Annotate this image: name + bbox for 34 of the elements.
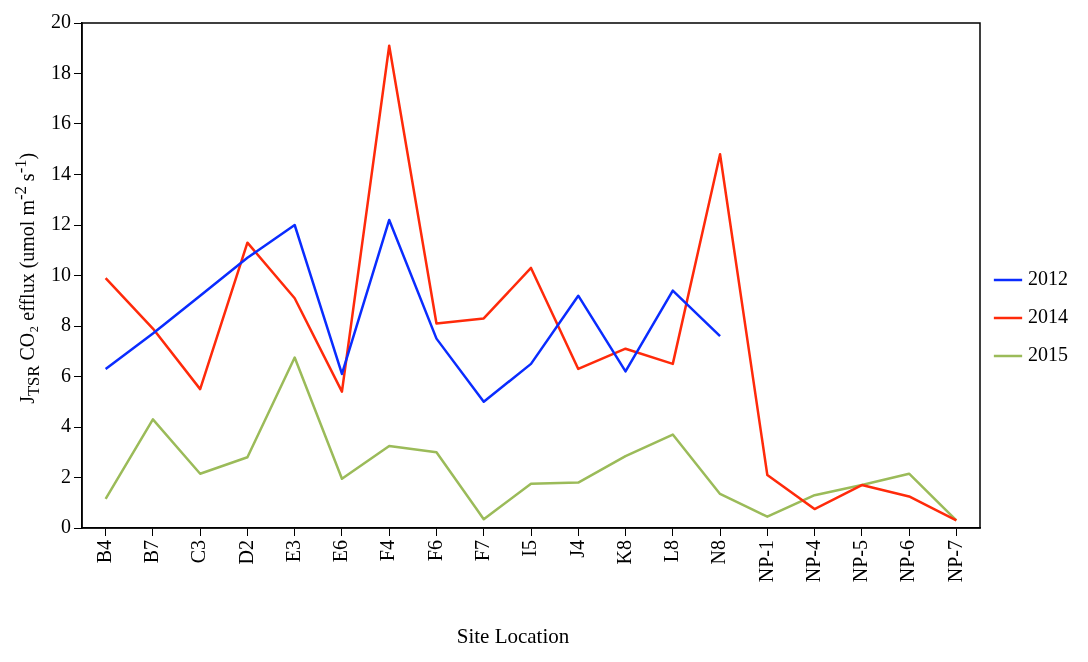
y-tick-label: 16 <box>51 111 71 134</box>
x-tick-label: NP-6 <box>896 540 919 583</box>
y-tick-label: 10 <box>51 262 71 285</box>
x-tick-label: NP-4 <box>801 540 824 583</box>
y-tick-label: 14 <box>51 161 71 184</box>
y-tick-label: 0 <box>61 515 71 538</box>
y-tick-label: 2 <box>61 464 71 487</box>
y-tick-label: 4 <box>61 414 71 437</box>
x-tick-label: N8 <box>707 540 730 565</box>
legend-label: 2014 <box>1028 305 1068 328</box>
x-tick-label: NP-5 <box>849 540 872 583</box>
y-tick-label: 8 <box>61 313 71 336</box>
x-tick-label: E6 <box>329 540 352 563</box>
x-tick-label: F6 <box>423 540 446 562</box>
x-tick-label: D2 <box>234 540 257 565</box>
x-tick-label: NP-1 <box>754 540 777 583</box>
x-tick-label: B7 <box>140 540 163 564</box>
x-tick-label: E3 <box>281 540 304 563</box>
x-tick-label: F4 <box>376 540 399 562</box>
x-axis-title: Site Location <box>455 624 571 649</box>
y-tick-label: 18 <box>51 60 71 83</box>
legend-label: 2015 <box>1028 343 1068 366</box>
x-tick-label: L8 <box>660 540 683 563</box>
legend-label: 2012 <box>1028 267 1068 290</box>
y-tick-label: 20 <box>51 10 71 33</box>
x-tick-label: F7 <box>470 540 493 562</box>
x-tick-label: NP-7 <box>943 540 966 583</box>
x-tick-label: I5 <box>518 540 541 557</box>
x-tick-label: J4 <box>565 540 588 558</box>
y-tick-label: 12 <box>51 212 71 235</box>
x-tick-label: K8 <box>612 540 635 565</box>
x-tick-label: C3 <box>187 540 210 564</box>
y-tick-label: 6 <box>61 363 71 386</box>
x-tick-label: B4 <box>92 540 115 564</box>
